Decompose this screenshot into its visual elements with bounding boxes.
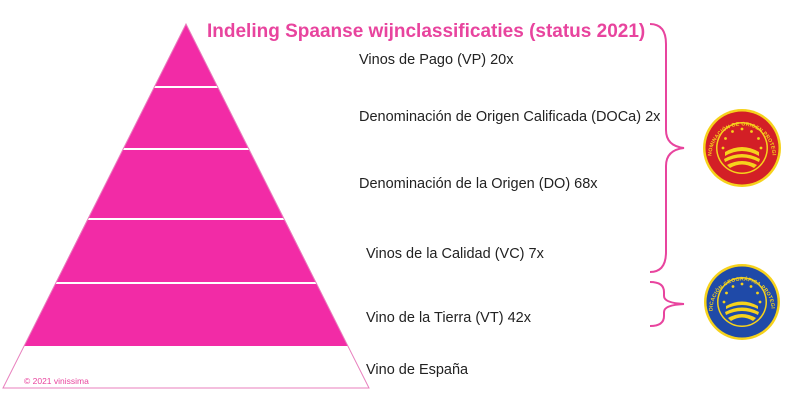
level-label-doca: Denominación de Origen Calificada (DOCa)… xyxy=(359,109,661,125)
tier-vt xyxy=(24,284,348,346)
dop-seal-icon: DENOMINACIÓN DE ORIGEN PROTEGIDA xyxy=(703,109,781,187)
level-label-vde: Vino de España xyxy=(366,362,469,378)
igp-stars xyxy=(722,282,762,304)
dop-brace xyxy=(649,23,685,273)
pyramid-tiers xyxy=(2,22,370,389)
tier-do xyxy=(88,150,284,218)
copyright: © 2021 vinissima xyxy=(24,376,89,386)
dop-stars xyxy=(721,127,763,150)
tier-vp xyxy=(155,24,217,86)
pyramid-outline xyxy=(2,22,370,389)
tier-vc xyxy=(56,220,316,282)
tier-doca xyxy=(124,88,248,148)
level-label-vp: Vinos de Pago (VP) 20x xyxy=(359,52,514,68)
level-label-do: Denominación de la Origen (DO) 68x xyxy=(359,176,598,192)
diagram-title: Indeling Spaanse wijnclassificaties (sta… xyxy=(207,21,645,42)
level-label-vt: Vino de la Tierra (VT) 42x xyxy=(366,310,532,326)
igp-brace xyxy=(649,281,685,327)
tier-vde xyxy=(3,348,369,388)
level-label-vc: Vinos de la Calidad (VC) 7x xyxy=(366,246,545,262)
igp-seal-icon: INDICACIÓN GEOGRÁFICA PROTEGIDA xyxy=(704,264,780,340)
